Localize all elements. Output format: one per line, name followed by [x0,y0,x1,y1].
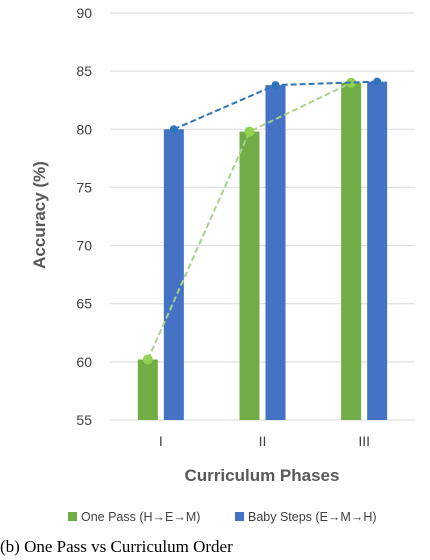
trend-point-one-pass [346,77,357,88]
y-tick-label: 85 [76,63,92,79]
bar-one-pass-ii [239,131,260,420]
trend-point-baby-steps [271,81,280,90]
trend-point-baby-steps [373,77,382,86]
legend-swatch-one-pass [68,512,77,521]
bar-baby-steps-i [163,129,184,421]
trend-point-one-pass [244,126,255,137]
trend-lines [142,77,382,365]
x-tick-labels: I II III [159,433,370,449]
trend-line-one-pass [146,81,352,360]
y-tick-labels: 55 60 65 70 75 80 85 90 [76,5,92,428]
y-tick-label: 80 [76,121,92,137]
y-axis-title: Accuracy (%) [30,161,49,269]
y-tick-label: 90 [76,5,92,21]
legend-swatch-baby-steps [235,512,244,521]
y-tick-label: 70 [76,238,92,254]
gridlines [110,12,415,421]
figure-caption: (b) One Pass vs Curriculum Order [0,537,233,556]
y-tick-label: 75 [76,179,92,195]
x-tick-label: I [159,433,163,449]
bar-one-pass-i [137,359,158,420]
bar-baby-steps-iii [367,81,388,420]
legend-label-baby-steps: Baby Steps (E→M→H) [248,510,377,524]
y-tick-label: 65 [76,296,92,312]
bars [137,81,388,421]
bar-baby-steps-ii [265,85,286,421]
trend-point-baby-steps [169,125,178,134]
x-axis-title: Curriculum Phases [185,466,340,485]
legend: One Pass (H→E→M) Baby Steps (E→M→H) [68,510,377,524]
y-tick-label: 55 [76,412,92,428]
legend-label-one-pass: One Pass (H→E→M) [81,510,200,524]
y-tick-label: 60 [76,354,92,370]
x-tick-label: II [259,433,267,449]
bar-one-pass-iii [341,82,362,421]
x-tick-label: III [358,433,370,449]
trend-point-one-pass [142,354,153,365]
